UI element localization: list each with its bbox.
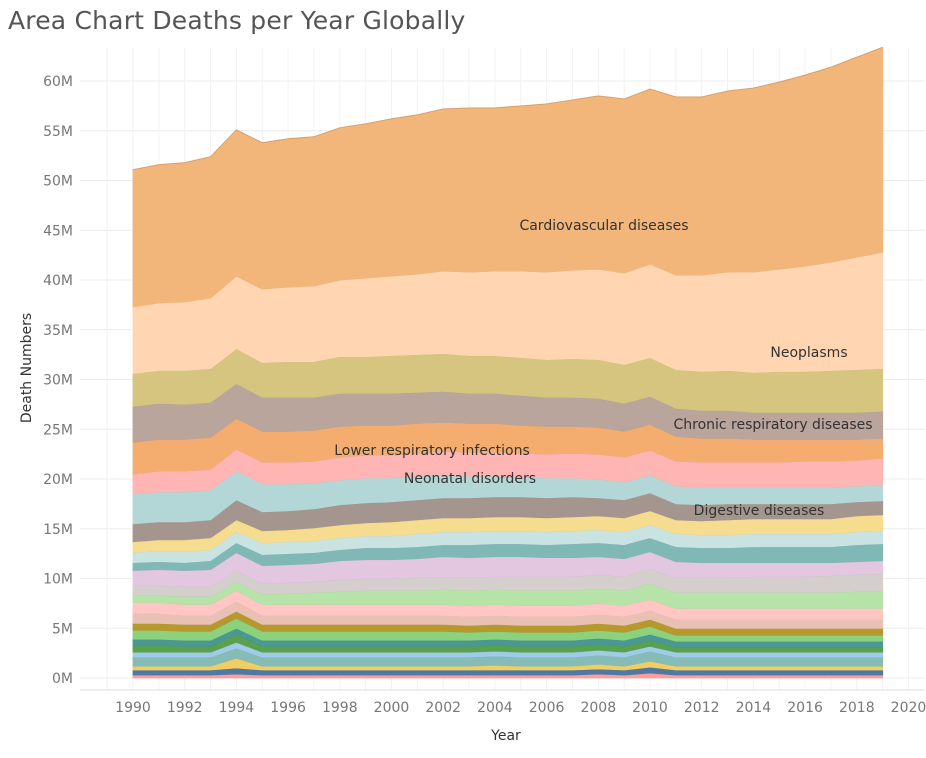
area-series-24	[132, 46, 884, 308]
area-edge-24	[132, 46, 883, 171]
x-tick-label: 2000	[374, 700, 410, 716]
x-tick-label: 1994	[219, 700, 255, 716]
x-tick-label: 2018	[839, 700, 875, 716]
y-tick-label: 35M	[43, 323, 73, 339]
area-label-chronic-respiratory-diseases: Chronic respiratory diseases	[673, 417, 872, 433]
y-axis-ticks: 0M 5M 10M 15M 20M 25M 30M 35M 40M 45M 50M 55M 60M	[43, 74, 73, 687]
y-tick-label: 15M	[43, 522, 73, 538]
y-tick-label: 5M	[52, 621, 73, 637]
x-tick-label: 1996	[270, 700, 306, 716]
x-tick-label: 2006	[529, 700, 565, 716]
x-tick-label: 2016	[787, 700, 823, 716]
y-tick-label: 0M	[52, 671, 73, 687]
y-tick-label: 50M	[43, 174, 73, 190]
y-tick-label: 60M	[43, 74, 73, 90]
x-axis-ticks: 1990 1992 1994 1996 1998 2000 2002 2004 2006 2008…	[115, 700, 926, 716]
x-tick-label: 2012	[684, 700, 720, 716]
area-labels: Digestive diseases Neonatal disorders Lowe…	[334, 218, 872, 519]
area-label-neonatal-disorders: Neonatal disorders	[404, 471, 536, 487]
y-tick-label: 40M	[43, 273, 73, 289]
y-tick-label: 20M	[43, 472, 73, 488]
x-tick-label: 1998	[322, 700, 358, 716]
x-tick-label: 2014	[736, 700, 772, 716]
area-label-lower-respiratory-infections: Lower respiratory infections	[334, 443, 530, 459]
y-tick-label: 45M	[43, 223, 73, 239]
y-tick-label: 30M	[43, 373, 73, 389]
x-tick-label: 2008	[580, 700, 616, 716]
x-tick-label: 2002	[425, 700, 461, 716]
chart-title: Area Chart Deaths per Year Globally	[8, 6, 466, 35]
y-tick-label: 55M	[43, 124, 73, 140]
area-label-neoplasms: Neoplasms	[770, 345, 847, 361]
x-tick-label: 2004	[477, 700, 513, 716]
y-tick-label: 10M	[43, 572, 73, 588]
area-label-digestive-diseases: Digestive diseases	[694, 503, 825, 519]
x-tick-label: 1990	[115, 700, 151, 716]
x-tick-label: 1992	[167, 700, 203, 716]
x-tick-label: 2010	[632, 700, 668, 716]
y-tick-label: 25M	[43, 422, 73, 438]
y-axis-label: Death Numbers	[19, 313, 35, 423]
area-label-cardiovascular-diseases: Cardiovascular diseases	[519, 218, 688, 234]
area-series	[132, 46, 884, 679]
x-axis-label: Year	[490, 728, 521, 744]
x-tick-label: 2020	[891, 700, 926, 716]
